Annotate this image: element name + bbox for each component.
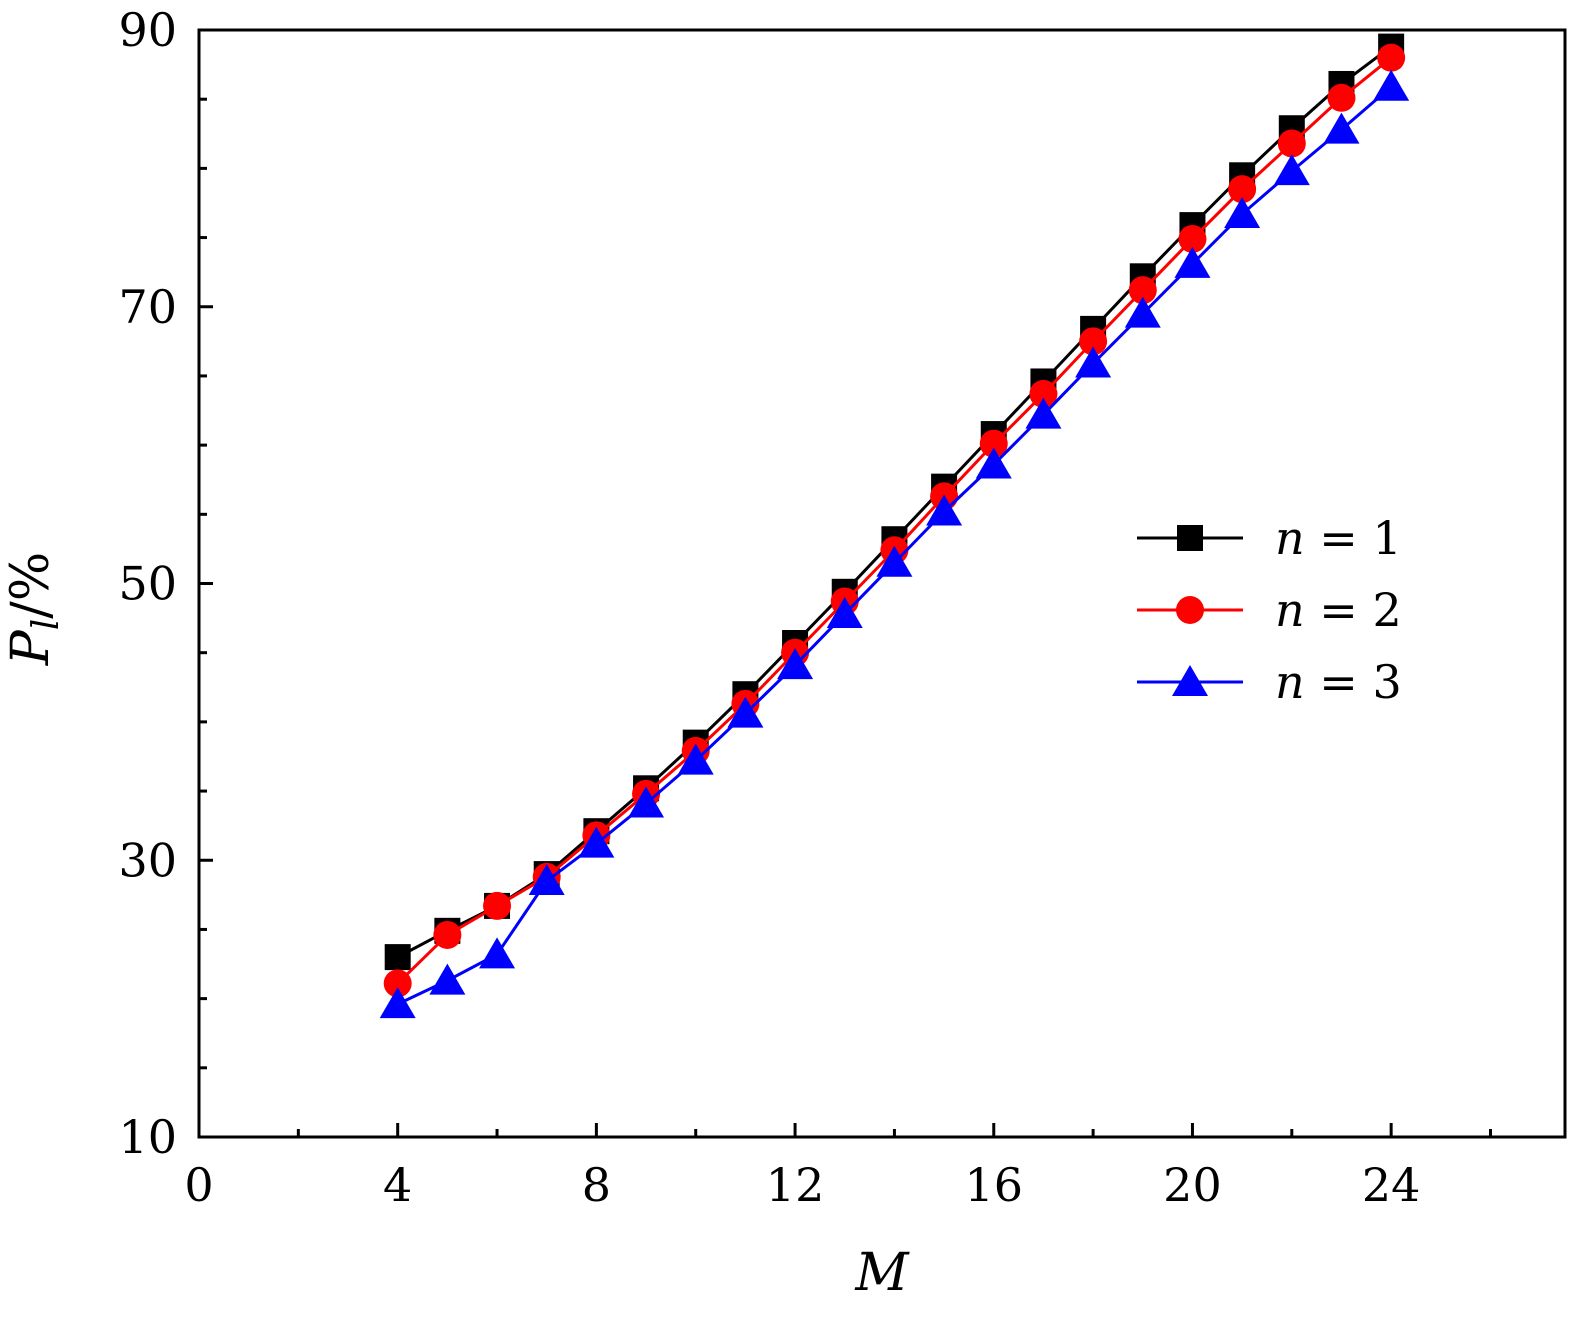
x-tick-label: 12: [766, 1158, 825, 1212]
data-point: [1124, 296, 1161, 328]
data-point: [578, 826, 615, 858]
y-tick-label: 30: [118, 833, 177, 887]
data-point: [483, 891, 512, 920]
y-tick-label: 50: [118, 557, 177, 611]
legend-label: n = 1: [1275, 511, 1402, 565]
data-point: [1079, 327, 1108, 356]
legend: n = 1 n = 2 n = 3: [1137, 511, 1402, 709]
data-point: [429, 963, 466, 995]
data-point: [1323, 112, 1360, 144]
legend-item-1: n = 1: [1137, 511, 1402, 565]
y-tick-label: 70: [118, 280, 177, 334]
x-tick-label: 16: [964, 1158, 1023, 1212]
y-axis-title-rest: /%: [1, 552, 61, 619]
legend-marker: [1176, 596, 1204, 624]
data-point: [379, 987, 416, 1019]
svg-text:Pl/%: Pl/%: [1, 552, 67, 666]
data-point: [677, 743, 714, 775]
data-point: [727, 696, 764, 728]
data-point: [1327, 83, 1356, 112]
data-point: [1273, 154, 1310, 186]
data-point: [628, 786, 665, 818]
x-tick-label: 0: [184, 1158, 213, 1212]
data-point: [383, 969, 412, 998]
data-point: [1377, 43, 1406, 72]
data-point: [926, 494, 963, 526]
data-point: [1174, 246, 1211, 278]
legend-label: n = 3: [1275, 655, 1402, 709]
legend-item-2: n = 2: [1137, 583, 1402, 637]
y-axis-title-main: P: [1, 629, 61, 666]
data-point: [1373, 69, 1410, 101]
data-point: [1075, 346, 1112, 378]
data-point: [826, 596, 863, 628]
data-point: [777, 648, 814, 680]
data-point: [1224, 197, 1261, 229]
x-tick-label: 24: [1362, 1158, 1421, 1212]
x-axis-title: M: [854, 1243, 910, 1303]
series-3: [379, 69, 1410, 1019]
x-tick-label: 20: [1163, 1158, 1222, 1212]
data-point: [975, 447, 1012, 479]
data-point: [528, 864, 565, 896]
series-layer: [379, 33, 1410, 1019]
series-2: [383, 43, 1406, 998]
data-point: [876, 545, 913, 577]
legend-item-3: n = 3: [1137, 655, 1402, 709]
series-1: [384, 33, 1405, 971]
legend-marker: [1172, 665, 1208, 696]
legend-label: n = 2: [1275, 583, 1402, 637]
data-point: [1277, 129, 1306, 158]
y-axis-title: Pl/%: [1, 552, 67, 666]
tick-labels: 0 4 8 12 16 20 24 10 30 50 70 90: [118, 3, 1420, 1212]
data-point: [1228, 175, 1257, 204]
y-tick-label: 10: [118, 1110, 177, 1164]
data-point: [1029, 379, 1058, 408]
data-point: [433, 920, 462, 949]
data-point: [479, 937, 516, 969]
y-tick-label: 90: [118, 3, 177, 57]
data-point: [1178, 224, 1207, 253]
plot-frame: [197, 28, 1567, 1139]
x-tick-label: 4: [383, 1158, 412, 1212]
data-point: [1128, 276, 1157, 305]
y-axis-title-sub: l: [26, 619, 67, 631]
data-point: [384, 944, 411, 971]
x-tick-label: 8: [582, 1158, 611, 1212]
legend-marker: [1177, 525, 1203, 551]
data-point: [979, 429, 1008, 458]
data-point: [1025, 397, 1062, 429]
